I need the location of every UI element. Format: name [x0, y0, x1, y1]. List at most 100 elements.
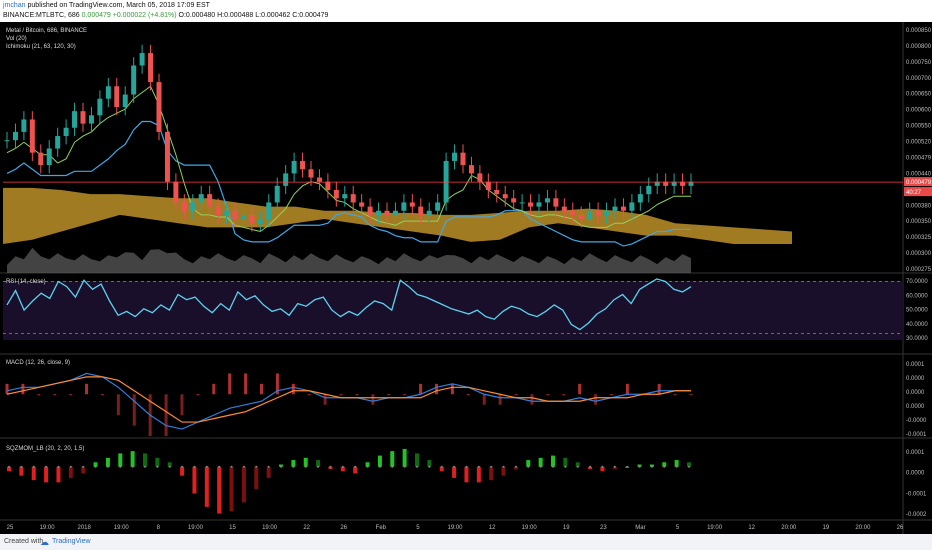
macd-hist-bar [387, 394, 391, 396]
macd-hist-bar [371, 394, 375, 405]
macd-line [6, 372, 691, 430]
sqz-bar [105, 457, 110, 467]
macd-hist-bar [434, 383, 438, 395]
macd-hist-bar [578, 383, 582, 395]
sqz-dot [255, 465, 258, 468]
candle-body [426, 210, 432, 215]
macd-hist-bar [673, 394, 677, 396]
sqz-dot [193, 465, 196, 468]
time-tick-label: 19:00 [114, 525, 130, 531]
sqz-bar [662, 462, 667, 467]
candle-body [308, 169, 314, 178]
macd-hist-bar [196, 394, 200, 396]
time-tick-label: 22 [303, 525, 310, 531]
sqz-dot [576, 465, 579, 468]
sqz-dot [304, 465, 307, 468]
sqz-dot [626, 465, 629, 468]
chart-area[interactable]: 0.000850 0.000800 0.000750 0.000700 0.000650… [0, 22, 932, 534]
candle-body [72, 111, 78, 128]
candle-body [291, 160, 297, 174]
sqz-dot [502, 465, 505, 468]
last-price: 0.000479 [81, 12, 111, 19]
macd-pane-title: MACD (12, 26, close, 9) [6, 360, 70, 366]
price-tick-label: 0.000440 [906, 171, 932, 177]
candle-body [654, 181, 660, 186]
macd-hist-bar [594, 394, 598, 405]
macd-hist-bar [5, 383, 9, 395]
author-link[interactable]: jmchan [3, 2, 26, 9]
macd-tick-label: 0.0000 [906, 404, 925, 410]
sqz-bar [204, 466, 209, 507]
chart-svg[interactable]: 0.000850 0.000800 0.000750 0.000700 0.000650… [0, 22, 932, 534]
sqz-bar [56, 466, 61, 483]
time-tick-label: 2018 [77, 525, 91, 531]
sqz-dot [156, 465, 159, 468]
sqz-dot [416, 465, 418, 468]
macd-hist-bar [69, 394, 73, 396]
macd-hist-bar [85, 383, 89, 395]
sqz-dot [57, 465, 60, 468]
sqz-dot [317, 465, 320, 468]
sqz-bar [439, 466, 444, 472]
sqz-dot [527, 465, 530, 468]
sqz-bar [167, 462, 172, 467]
candle-body [528, 202, 534, 207]
volume-area [7, 247, 691, 273]
sqz-dot [131, 465, 134, 468]
candle-body [409, 202, 415, 207]
sqz-bar [68, 466, 73, 478]
candle-body [494, 190, 500, 195]
time-tick-label: 19:00 [262, 525, 278, 531]
candle-body [148, 53, 154, 83]
macd-hist-bar [339, 394, 343, 396]
sqz-bar [575, 462, 580, 467]
macd-hist-bar [657, 383, 661, 395]
sqz-bar [649, 464, 654, 467]
sqz-dot [8, 465, 10, 468]
candle-body [274, 185, 280, 203]
sqz-bar [192, 466, 197, 494]
sqz-dot [144, 465, 146, 468]
candle-body [443, 160, 449, 203]
candle-body [266, 202, 272, 220]
price-tick-label: 0.000750 [906, 60, 932, 66]
candle-body [38, 152, 44, 166]
price-tick-label: 0.000850 [906, 28, 932, 34]
candle-body [680, 181, 686, 186]
candle-body [392, 210, 398, 215]
macd-hist-bar [132, 394, 136, 426]
macd-hist-bar [562, 394, 566, 396]
sqz-dot [477, 465, 480, 468]
time-tick-label: 19:00 [522, 525, 538, 531]
macd-hist-bar [37, 394, 41, 396]
volume-label: Vol (20) [6, 36, 27, 42]
sqz-bar [328, 466, 333, 469]
time-tick-label: 23 [600, 525, 607, 531]
time-tick-label: Feb [376, 525, 387, 531]
candle-body [401, 202, 407, 211]
created-with-label: Created with [4, 538, 44, 545]
candle-body [114, 86, 120, 107]
macd-hist-bar [498, 394, 502, 405]
time-tick-label: 19:00 [707, 525, 723, 531]
price-tick-label: 0.000650 [906, 92, 932, 98]
candle-body [604, 210, 610, 215]
sqz-dot [675, 465, 678, 468]
sqz-bar [143, 453, 147, 467]
candle-body [333, 190, 339, 199]
sqz-dot [539, 465, 542, 468]
candle-body [544, 198, 550, 203]
candle-body [418, 206, 424, 215]
time-tick-label: 20:00 [855, 525, 871, 531]
rsi-tick-label: 60.0000 [906, 293, 928, 299]
candle-body [477, 173, 483, 182]
sqz-dot [32, 465, 35, 468]
sqz-bar [31, 466, 36, 481]
rsi-line [6, 278, 692, 331]
macd-hist-bar [164, 394, 168, 436]
candle-body [224, 210, 230, 215]
candle-body [511, 198, 517, 203]
time-tick-label: 19:00 [447, 525, 463, 531]
tradingview-brand[interactable]: TradingView [52, 538, 91, 545]
macd-hist-bar [244, 373, 248, 395]
